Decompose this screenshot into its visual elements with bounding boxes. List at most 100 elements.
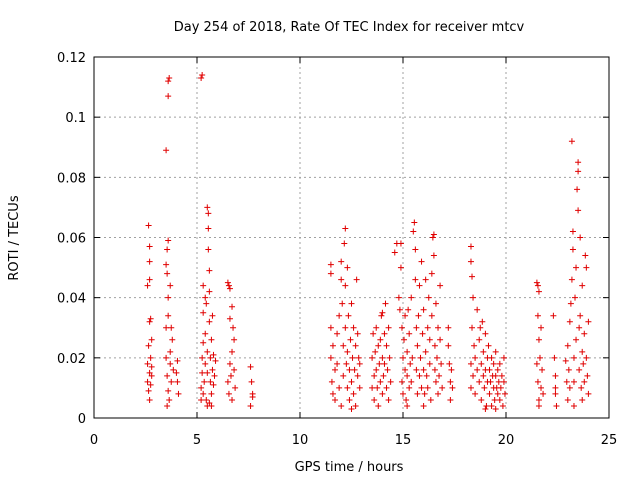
roti-data-point — [205, 210, 212, 217]
roti-data-point — [534, 282, 541, 289]
roti-data-point — [370, 330, 377, 337]
chart-title: Day 254 of 2018, Rate Of TEC Index for r… — [174, 20, 525, 35]
roti-data-point — [585, 318, 592, 325]
roti-data-point — [380, 372, 387, 379]
roti-data-point — [535, 396, 542, 403]
roti-data-point — [327, 354, 334, 361]
roti-data-point — [579, 348, 586, 355]
roti-data-point — [581, 330, 588, 337]
x-axis-label: GPS time / hours — [295, 460, 404, 475]
roti-data-point — [535, 402, 542, 409]
roti-data-point — [534, 312, 541, 319]
roti-data-point — [205, 225, 212, 232]
roti-data-point — [146, 369, 153, 376]
roti-data-point — [382, 300, 389, 307]
roti-data-point — [163, 324, 170, 331]
roti-data-point — [400, 390, 406, 397]
roti-data-point — [572, 294, 579, 301]
roti-data-point — [167, 348, 174, 355]
roti-data-point — [396, 306, 403, 313]
roti-data-point — [384, 366, 391, 373]
roti-data-point — [146, 243, 153, 250]
roti-data-point — [422, 348, 429, 355]
roti-data-point — [165, 93, 172, 100]
roti-data-point — [435, 324, 442, 331]
roti-data-point — [584, 372, 591, 379]
roti-data-point — [413, 366, 420, 373]
y-axis-label: ROTI / TECUs — [7, 195, 22, 280]
roti-data-point — [536, 354, 543, 361]
y-tick-label: 0 — [78, 412, 86, 427]
roti-data-point — [395, 294, 402, 301]
roti-data-point — [375, 402, 382, 409]
roti-data-point — [467, 360, 474, 367]
roti-data-point — [580, 360, 587, 367]
roti-data-point — [165, 237, 172, 244]
roti-data-point — [446, 360, 453, 367]
roti-data-point — [576, 324, 583, 331]
roti-data-point — [448, 366, 455, 373]
roti-data-point — [204, 348, 211, 355]
roti-data-point — [469, 273, 476, 280]
roti-data-point — [437, 282, 444, 289]
roti-data-point — [343, 360, 350, 367]
roti-data-point — [145, 222, 152, 229]
roti-data-point — [404, 348, 411, 355]
roti-data-point — [168, 324, 175, 331]
roti-data-point — [411, 219, 418, 226]
roti-data-point — [204, 204, 211, 211]
roti-data-point — [381, 360, 388, 367]
roti-data-point — [490, 360, 497, 367]
roti-data-point — [144, 360, 151, 367]
roti-data-point — [148, 363, 155, 370]
roti-data-point — [467, 258, 474, 265]
roti-data-point — [145, 342, 152, 349]
roti-data-point — [249, 390, 256, 397]
roti-data-point — [356, 360, 363, 367]
roti-data-point — [578, 384, 585, 391]
roti-data-point — [200, 339, 207, 346]
roti-data-point — [200, 390, 207, 397]
roti-data-point — [420, 402, 427, 409]
roti-data-point — [334, 330, 341, 337]
roti-data-point — [416, 372, 423, 379]
roti-data-point — [397, 264, 404, 271]
roti-data-point — [377, 336, 384, 343]
roti-data-point — [576, 366, 583, 373]
roti-data-point — [419, 330, 426, 337]
roti-data-point — [199, 354, 206, 361]
roti-data-point — [336, 384, 343, 391]
roti-data-point — [203, 396, 210, 403]
roti-data-point — [476, 336, 483, 343]
roti-data-point — [420, 366, 427, 373]
roti-data-point — [492, 348, 499, 355]
roti-data-point — [568, 276, 575, 283]
roti-data-point — [351, 366, 358, 373]
roti-data-point — [402, 366, 409, 373]
roti-data-point — [412, 246, 419, 253]
roti-data-point — [356, 384, 363, 391]
roti-data-point — [174, 378, 181, 385]
roti-data-point — [408, 294, 415, 301]
x-tick-label: 10 — [292, 433, 309, 448]
roti-data-point — [474, 366, 481, 373]
roti-data-point — [206, 318, 213, 325]
roti-data-point — [400, 354, 406, 361]
roti-data-point — [354, 372, 361, 379]
roti-data-point — [552, 390, 559, 397]
roti-data-point — [350, 390, 357, 397]
data-points — [144, 72, 592, 412]
roti-data-point — [164, 246, 171, 253]
roti-data-point — [428, 312, 435, 319]
roti-data-point — [581, 378, 588, 385]
roti-data-point — [225, 282, 232, 289]
roti-data-point — [226, 360, 233, 367]
roti-data-point — [407, 360, 414, 367]
roti-data-point — [552, 372, 559, 379]
roti-data-point — [206, 399, 213, 406]
y-tick-label: 0.1 — [65, 111, 86, 126]
roti-data-point — [374, 384, 381, 391]
roti-data-point — [208, 336, 215, 343]
roti-data-point — [248, 378, 255, 385]
x-tick-label: 0 — [90, 433, 98, 448]
